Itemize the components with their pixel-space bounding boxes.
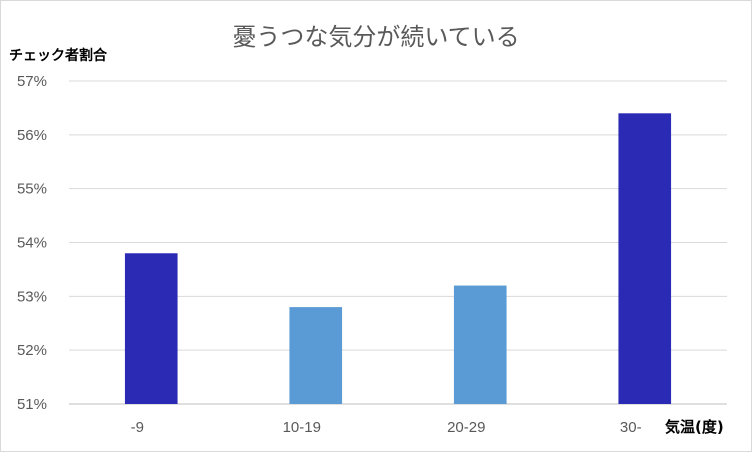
y-tick-label: 56% <box>17 127 47 144</box>
y-tick-label: 53% <box>17 288 47 305</box>
y-tick-label: 52% <box>17 342 47 359</box>
x-axis-label: 気温(度) <box>665 418 724 436</box>
bar-20-29 <box>453 285 507 404</box>
y-tick-label: 51% <box>17 396 47 413</box>
x-tick-label: 10-19 <box>283 419 321 436</box>
x-tick-label: -9 <box>131 419 144 436</box>
y-tick-label: 55% <box>17 181 47 198</box>
y-tick-label: 57% <box>17 73 47 90</box>
y-tick-label: 54% <box>17 235 47 252</box>
x-tick-label: 30- <box>620 419 642 436</box>
bar-30- <box>618 113 672 405</box>
chart-title: 憂うつな気分が続いている <box>232 23 520 51</box>
bar-10-19 <box>289 307 343 404</box>
x-tick-label: 20-29 <box>447 419 485 436</box>
y-axis-label: チェック者割合 <box>9 48 107 64</box>
bar--9 <box>124 253 178 404</box>
